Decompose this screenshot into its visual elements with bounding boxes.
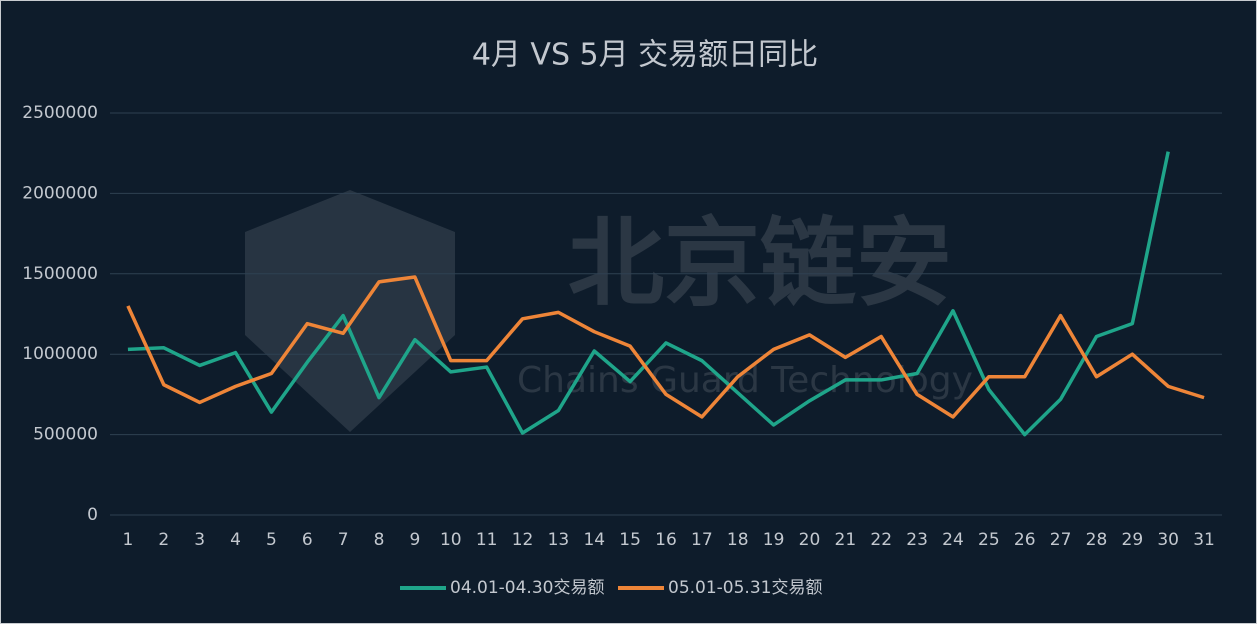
x-tick-label: 18 <box>727 530 749 550</box>
legend-label: 04.01-04.30交易额 <box>450 578 604 598</box>
x-tick-label: 5 <box>266 530 277 550</box>
x-tick-label: 12 <box>512 530 534 550</box>
x-tick-label: 31 <box>1193 530 1215 550</box>
x-tick-label: 14 <box>583 530 605 550</box>
x-tick-label: 6 <box>302 530 313 550</box>
x-tick-label: 7 <box>338 530 349 550</box>
x-tick-label: 20 <box>799 530 821 550</box>
watermark-title: 北京链安 <box>568 207 952 319</box>
x-tick-label: 4 <box>230 530 241 550</box>
y-tick-label: 500000 <box>33 425 98 445</box>
x-tick-label: 25 <box>978 530 1000 550</box>
x-tick-label: 1 <box>123 530 134 550</box>
x-tick-label: 26 <box>1014 530 1036 550</box>
x-tick-label: 21 <box>835 530 857 550</box>
x-tick-label: 22 <box>870 530 892 550</box>
x-tick-label: 19 <box>763 530 785 550</box>
x-tick-label: 23 <box>906 530 928 550</box>
x-tick-label: 11 <box>476 530 498 550</box>
legend-label: 05.01-05.31交易额 <box>668 578 822 598</box>
x-tick-label: 27 <box>1050 530 1072 550</box>
x-tick-label: 13 <box>548 530 570 550</box>
y-tick-label: 2000000 <box>22 183 98 203</box>
y-tick-label: 1000000 <box>22 344 98 364</box>
x-tick-label: 10 <box>440 530 462 550</box>
x-tick-label: 16 <box>655 530 677 550</box>
x-tick-label: 2 <box>158 530 169 550</box>
data-line <box>127 151 1170 437</box>
data-line <box>126 275 1205 419</box>
y-tick-label: 0 <box>87 505 98 525</box>
x-tick-label: 24 <box>942 530 964 550</box>
y-tick-label: 2500000 <box>22 103 98 123</box>
x-tick-label: 30 <box>1157 530 1179 550</box>
x-tick-label: 17 <box>691 530 713 550</box>
x-tick-label: 3 <box>194 530 205 550</box>
y-tick-label: 1500000 <box>22 264 98 284</box>
chart-title: 4月 VS 5月 交易额日同比 <box>472 38 818 73</box>
x-tick-label: 28 <box>1086 530 1108 550</box>
watermark-subtitle: Chains Guard Technology <box>517 360 973 401</box>
watermark-logo <box>245 190 455 432</box>
x-tick-label: 9 <box>409 530 420 550</box>
x-tick-label: 15 <box>619 530 641 550</box>
x-tick-label: 8 <box>374 530 385 550</box>
x-tick-label: 29 <box>1122 530 1144 550</box>
